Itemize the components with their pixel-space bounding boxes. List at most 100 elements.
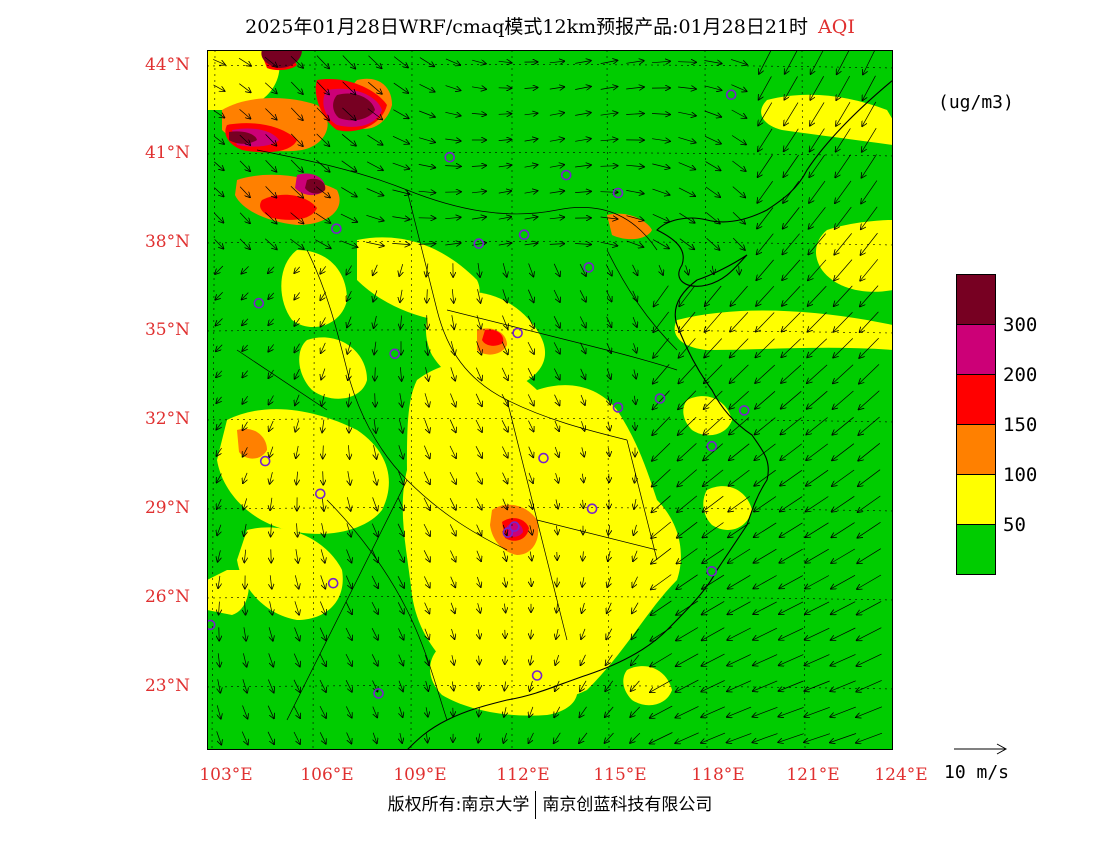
wind-vector [371,523,377,537]
wind-vector [783,180,800,203]
wind-vector [605,706,614,717]
wind-vector [705,161,721,171]
wind-vector [293,731,300,744]
wind-vector [367,134,383,145]
wind-vector [678,162,696,170]
wind-vector [400,733,402,743]
wind-vector [320,575,326,588]
wind-vector [452,315,454,329]
wind-vector [290,212,304,224]
wind-vector [779,575,803,589]
wind-vector [705,212,720,224]
wind-vector [294,343,300,353]
wind-vector [626,165,644,167]
wind-vector [806,443,829,460]
wind-vector [676,706,699,717]
wind-vector [679,285,696,306]
wind-vector [833,390,854,409]
wind-vector [498,114,512,115]
station-marker [531,670,543,681]
wind-vector [634,369,636,379]
wind-vector [650,705,673,718]
wind-vector [650,732,673,744]
wind-vector [268,318,274,325]
wind-vector [425,628,429,640]
wind-vector [451,602,455,613]
wind-vector [606,290,611,302]
station-marker [207,619,216,631]
wind-vector [319,653,326,666]
wind-vector [374,315,377,328]
wind-vector [626,114,644,115]
wind-vector [348,445,349,459]
wind-vector [449,445,456,458]
wind-vector [424,419,430,432]
wind-vector [267,705,274,719]
wind-vector [835,154,851,178]
wind-vector [704,61,721,64]
wind-vector [290,81,303,94]
wind-vector [837,50,850,74]
wind-vector [393,82,408,93]
wind-vector [582,602,585,613]
wind-vector [215,292,223,299]
wind-vector [783,154,799,177]
wind-vector [703,417,723,434]
wind-vector [626,240,644,247]
wind-vector [679,311,696,332]
lon-label: 121°E [786,765,840,785]
wind-vector [218,679,221,692]
lon-label: 106°E [300,765,354,785]
wind-vector [582,577,584,587]
wind-vector [679,238,694,250]
station-marker [586,503,598,515]
lon-label: 112°E [496,765,550,785]
wind-vector [472,60,486,64]
wind-vector [271,523,272,537]
wind-vector [678,87,696,89]
wind-vector [811,50,824,74]
wind-vector [678,390,697,409]
wind-vector [214,187,223,197]
wind-vector [755,391,776,408]
wind-vector [269,446,273,458]
wind-vector [701,706,725,717]
wind-vector [600,192,618,193]
wind-vector [426,707,428,716]
wind-vector [218,575,220,588]
station-marker [373,688,384,699]
wind-vector [755,417,776,435]
wind-vector [527,394,534,405]
wind-vector [675,732,699,743]
wind-vector [471,87,486,89]
wind-vector [452,289,453,303]
wind-vector [342,107,355,120]
wind-vector [549,244,564,245]
wind-vector [340,240,358,247]
lat-label: 35°N [144,320,190,340]
wind-vector [478,263,480,277]
wind-vector [650,626,672,641]
wind-vector [296,471,297,485]
wind-vector [756,338,775,358]
wind-vector [732,237,745,250]
wind-vector [527,315,534,328]
wind-vector [341,187,356,196]
wind-vector [478,629,480,638]
wind-vector [397,549,404,562]
wind-vector [651,114,670,115]
wind-vector [626,215,644,221]
station-marker [253,297,265,309]
lat-label: 41°N [144,143,190,163]
wind-vector [756,312,775,332]
wind-vector [504,551,507,561]
wind-vector [399,706,402,717]
wind-vector [243,421,248,430]
wind-vector [606,316,612,327]
wind-vector [678,416,697,435]
wind-vector [216,318,223,326]
wind-vector [863,50,876,74]
wind-vector [608,525,609,535]
wind-vector [239,109,251,118]
wind-vector [804,733,831,743]
